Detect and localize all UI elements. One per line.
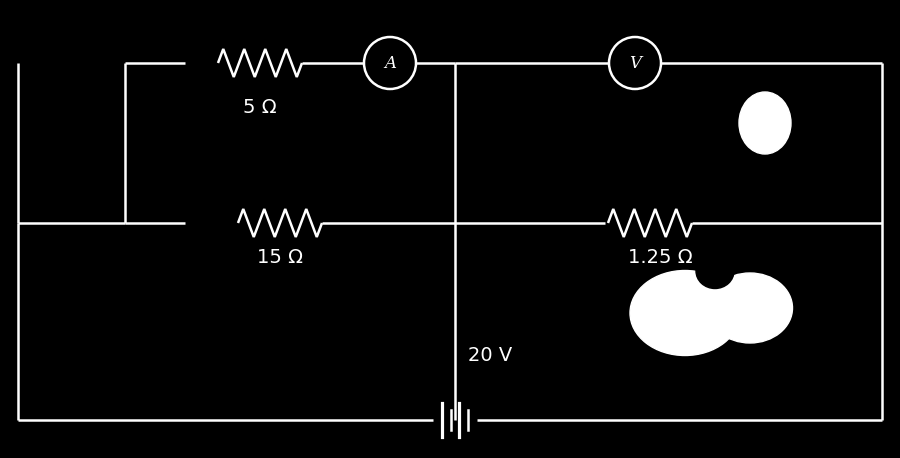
- Text: V: V: [629, 55, 641, 71]
- Text: 20 V: 20 V: [468, 346, 512, 365]
- Text: 15 Ω: 15 Ω: [257, 248, 303, 267]
- Text: A: A: [384, 55, 396, 71]
- Ellipse shape: [739, 92, 791, 154]
- Text: 5 Ω: 5 Ω: [243, 98, 277, 117]
- Ellipse shape: [630, 271, 740, 355]
- Text: 1.25 Ω: 1.25 Ω: [627, 248, 692, 267]
- Ellipse shape: [696, 253, 734, 289]
- Ellipse shape: [707, 273, 793, 343]
